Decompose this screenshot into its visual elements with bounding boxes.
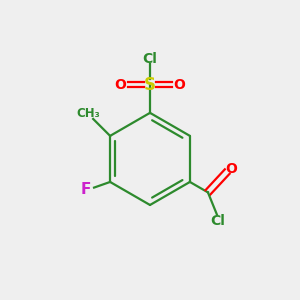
Text: S: S [144,76,156,94]
Text: F: F [80,182,91,197]
Text: O: O [173,78,185,92]
Text: CH₃: CH₃ [76,107,100,120]
Text: O: O [115,78,127,92]
Text: Cl: Cl [142,52,158,66]
Text: O: O [225,162,237,176]
Text: Cl: Cl [210,214,225,228]
